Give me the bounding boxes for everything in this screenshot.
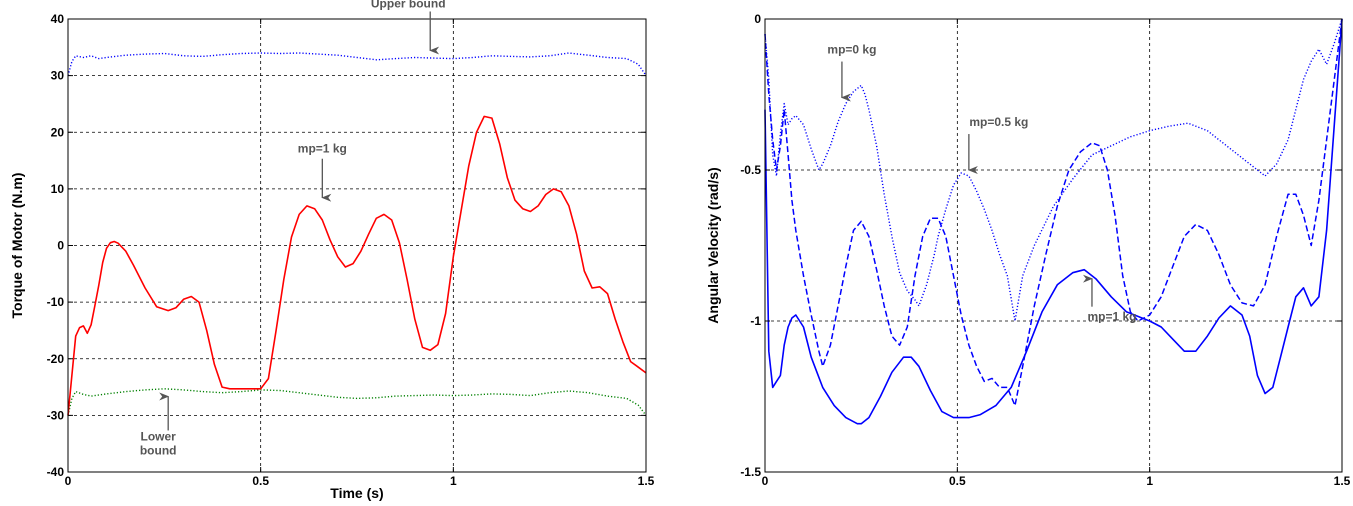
- y-tick-label: -10: [47, 295, 65, 309]
- x-tick-label: 1.5: [1334, 474, 1351, 488]
- series-line-2: [67, 388, 647, 416]
- annotation-label: Upper bound: [371, 0, 446, 11]
- annotation-label: mp=1 kg: [1087, 310, 1136, 324]
- y-tick-label: -0.5: [740, 163, 761, 177]
- series-line-1: [67, 52, 647, 76]
- y-tick-label: -20: [47, 352, 65, 366]
- series-line-3: [764, 18, 1343, 425]
- y-tick-label: -30: [47, 408, 65, 422]
- x-tick-label: 0: [762, 474, 769, 488]
- y-tick-label: 30: [51, 69, 65, 83]
- x-tick-label: 1.5: [638, 474, 655, 488]
- annotation-label: mp=0.5 kg: [969, 115, 1028, 129]
- y-tick-label: -1.5: [740, 465, 761, 479]
- y-tick-label: -1: [750, 314, 761, 328]
- y-tick-label: -40: [47, 465, 65, 479]
- series-line-3: [67, 115, 647, 416]
- y-tick-label: 40: [51, 12, 65, 26]
- annotation-label: bound: [140, 443, 177, 457]
- y-tick-label: 0: [57, 239, 64, 253]
- chart-panel-1: 0 0.5 1 1.5 -40 -30 -20 -10 0 10 20 30 40 Time (s) Tor…: [9, 0, 655, 501]
- chart-panel-2: 0 0.5 1 1.5 -1.5 -1 -0.5 0 Angular Velocity (rad…: [705, 12, 1351, 488]
- y-axis-label: Torque of Motor (N.m): [9, 173, 25, 319]
- annotation-label: mp=0 kg: [827, 43, 876, 57]
- y-tick-label: 20: [51, 125, 65, 139]
- x-tick-label: 0: [65, 474, 72, 488]
- y-axis-label: Angular Velocity (rad/s): [705, 167, 721, 323]
- x-tick-label: 0.5: [949, 474, 966, 488]
- plot-frame: [764, 18, 1343, 473]
- y-tick-label: 10: [51, 182, 65, 196]
- x-axis-label: Time (s): [330, 485, 383, 501]
- x-tick-label: 1: [1146, 474, 1153, 488]
- x-tick-label: 1: [450, 474, 457, 488]
- annotation-label: Lower: [141, 429, 177, 443]
- annotation-label: mp=1 kg: [298, 142, 347, 156]
- series-line-2: [764, 18, 1343, 407]
- x-tick-label: 0.5: [252, 474, 269, 488]
- y-tick-label: 0: [754, 12, 761, 26]
